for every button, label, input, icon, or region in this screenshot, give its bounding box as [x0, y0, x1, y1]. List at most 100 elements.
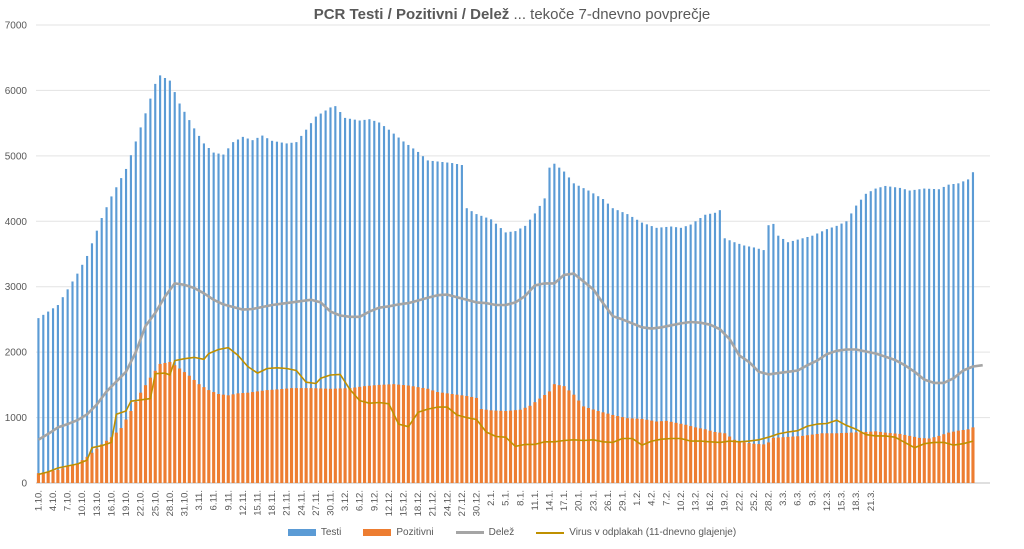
bar-pozitivni	[212, 392, 216, 483]
bar-pozitivni	[406, 385, 410, 483]
bar-pozitivni	[533, 402, 537, 483]
bar-pozitivni	[703, 429, 707, 483]
bar-testi	[236, 139, 240, 483]
bar-testi	[154, 83, 157, 483]
bar-pozitivni	[187, 375, 191, 483]
x-tick-label: 4.2.	[647, 490, 658, 506]
bar-testi	[864, 193, 867, 483]
bar-pozitivni	[450, 394, 454, 483]
bar-pozitivni	[844, 432, 848, 483]
bar-pozitivni	[898, 433, 902, 483]
bar-testi	[767, 225, 770, 483]
bar-pozitivni	[455, 394, 459, 483]
x-tick-label: 15.3.	[837, 490, 848, 511]
bar-testi	[115, 187, 118, 483]
bar-testi	[558, 167, 561, 484]
bar-testi	[71, 281, 74, 483]
bar-testi	[144, 113, 147, 483]
bar-pozitivni	[377, 384, 381, 483]
bar-pozitivni	[971, 427, 975, 483]
bar-pozitivni	[265, 390, 269, 483]
bar-pozitivni	[109, 437, 114, 483]
bar-pozitivni	[630, 418, 634, 483]
bar-pozitivni	[708, 430, 712, 483]
bar-pozitivni	[148, 377, 152, 483]
bar-pozitivni	[718, 432, 722, 483]
legend-item-virus: Virus v odplakah (11-dnevno glajenje)	[536, 527, 736, 538]
x-tick-label: 21.3.	[866, 490, 877, 511]
bar-testi	[56, 305, 59, 483]
bar-testi	[499, 228, 502, 483]
bar-testi	[533, 213, 536, 484]
bar-testi	[796, 239, 799, 483]
bar-testi	[957, 183, 960, 483]
x-tick-label: 6.12.	[355, 490, 366, 511]
bar-testi	[631, 216, 634, 483]
bar-testi	[193, 128, 196, 483]
bar-pozitivni	[966, 429, 970, 483]
bar-testi	[772, 223, 775, 483]
bar-testi	[859, 199, 863, 484]
bar-pozitivni	[659, 421, 664, 483]
bar-testi	[309, 123, 313, 484]
bar-testi	[928, 188, 931, 483]
bar-pozitivni	[499, 410, 503, 483]
bar-pozitivni	[362, 386, 367, 483]
bar-pozitivni	[139, 392, 143, 483]
bar-testi	[913, 189, 916, 483]
bar-testi	[100, 218, 103, 483]
bar-testi	[344, 117, 347, 483]
bar-testi	[329, 107, 332, 483]
bar-testi	[207, 148, 210, 483]
x-tick-label: 11.1.	[530, 490, 541, 510]
y-tick-label: 1000	[5, 413, 28, 424]
bar-pozitivni	[625, 418, 629, 483]
x-tick-label: 16.10.	[106, 490, 117, 516]
bar-pozitivni	[367, 385, 371, 483]
bar-pozitivni	[134, 401, 138, 483]
x-tick-label: 6.11.	[209, 490, 220, 510]
bar-pozitivni	[173, 365, 177, 483]
bar-pozitivni	[635, 418, 639, 483]
bar-pozitivni	[460, 395, 464, 483]
bar-pozitivni	[776, 437, 780, 483]
bar-testi	[757, 248, 760, 483]
bar-testi	[86, 255, 89, 483]
bar-testi	[640, 222, 644, 483]
bar-testi	[519, 228, 522, 483]
bar-testi	[874, 188, 877, 484]
bar-testi	[90, 243, 94, 483]
x-tick-label: 14.1.	[545, 490, 556, 511]
bar-pozitivni	[859, 432, 863, 483]
bar-pozitivni	[484, 409, 488, 483]
bar-pozitivni	[596, 411, 600, 483]
bar-testi	[110, 196, 113, 483]
bar-pozitivni	[552, 384, 556, 483]
bar-testi	[894, 187, 897, 483]
bar-pozitivni	[270, 389, 274, 483]
bar-pozitivni	[260, 390, 264, 483]
bar-testi	[222, 154, 225, 483]
bar-testi	[275, 141, 279, 483]
bar-testi	[636, 219, 639, 484]
bar-testi	[173, 92, 176, 484]
bar-pozitivni	[358, 386, 362, 483]
bar-testi	[105, 207, 108, 483]
bar-pozitivni	[591, 409, 595, 483]
bar-testi	[285, 143, 288, 483]
bar-testi	[582, 188, 585, 483]
bar-testi	[227, 148, 230, 483]
x-tick-label: 18.11.	[267, 490, 278, 516]
bar-testi	[932, 189, 936, 483]
series-testi	[37, 75, 975, 484]
bar-pozitivni	[713, 431, 717, 483]
bar-pozitivni	[236, 393, 240, 483]
bar-pozitivni	[41, 472, 45, 483]
x-tick-label: 28.2.	[764, 490, 775, 511]
bar-testi	[139, 127, 142, 483]
bar-pozitivni	[922, 438, 926, 483]
bar-testi	[971, 172, 975, 483]
bar-testi	[339, 112, 342, 484]
bar-pozitivni	[893, 433, 897, 483]
bar-testi	[689, 224, 692, 484]
